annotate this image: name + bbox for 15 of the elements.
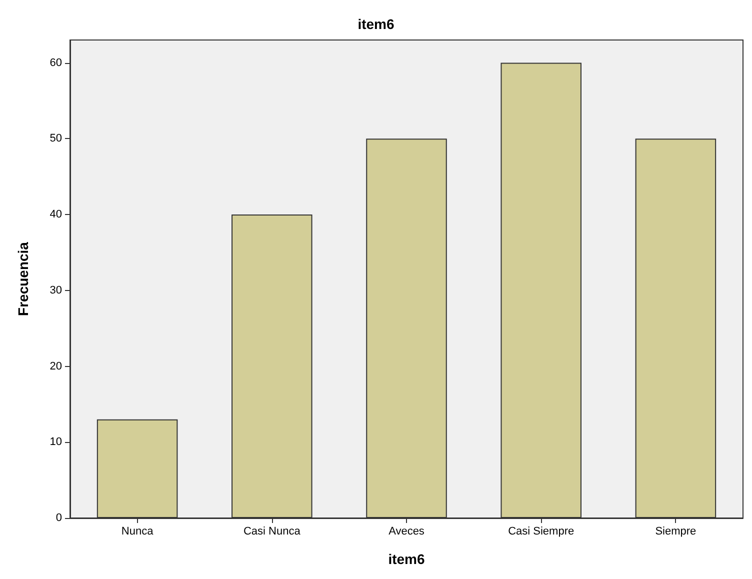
- y-tick-label: 60: [50, 56, 62, 69]
- y-tick-label: 0: [56, 512, 62, 524]
- y-tick-label: 40: [50, 208, 62, 221]
- y-tick-label: 50: [50, 132, 62, 145]
- y-axis-title: Frecuencia: [15, 242, 31, 316]
- x-tick-label: Siempre: [655, 526, 696, 538]
- x-tick-label: Casi Siempre: [508, 526, 574, 538]
- chart-title: item6: [358, 16, 394, 32]
- x-tick-label: Casi Nunca: [243, 526, 302, 538]
- x-tick-label: Nunca: [121, 526, 154, 538]
- y-tick-label: 10: [50, 436, 62, 448]
- x-axis-title: item6: [388, 551, 425, 567]
- y-tick-label: 30: [50, 284, 62, 296]
- x-tick-label: Aveces: [388, 526, 425, 538]
- y-tick-label: 20: [50, 360, 62, 372]
